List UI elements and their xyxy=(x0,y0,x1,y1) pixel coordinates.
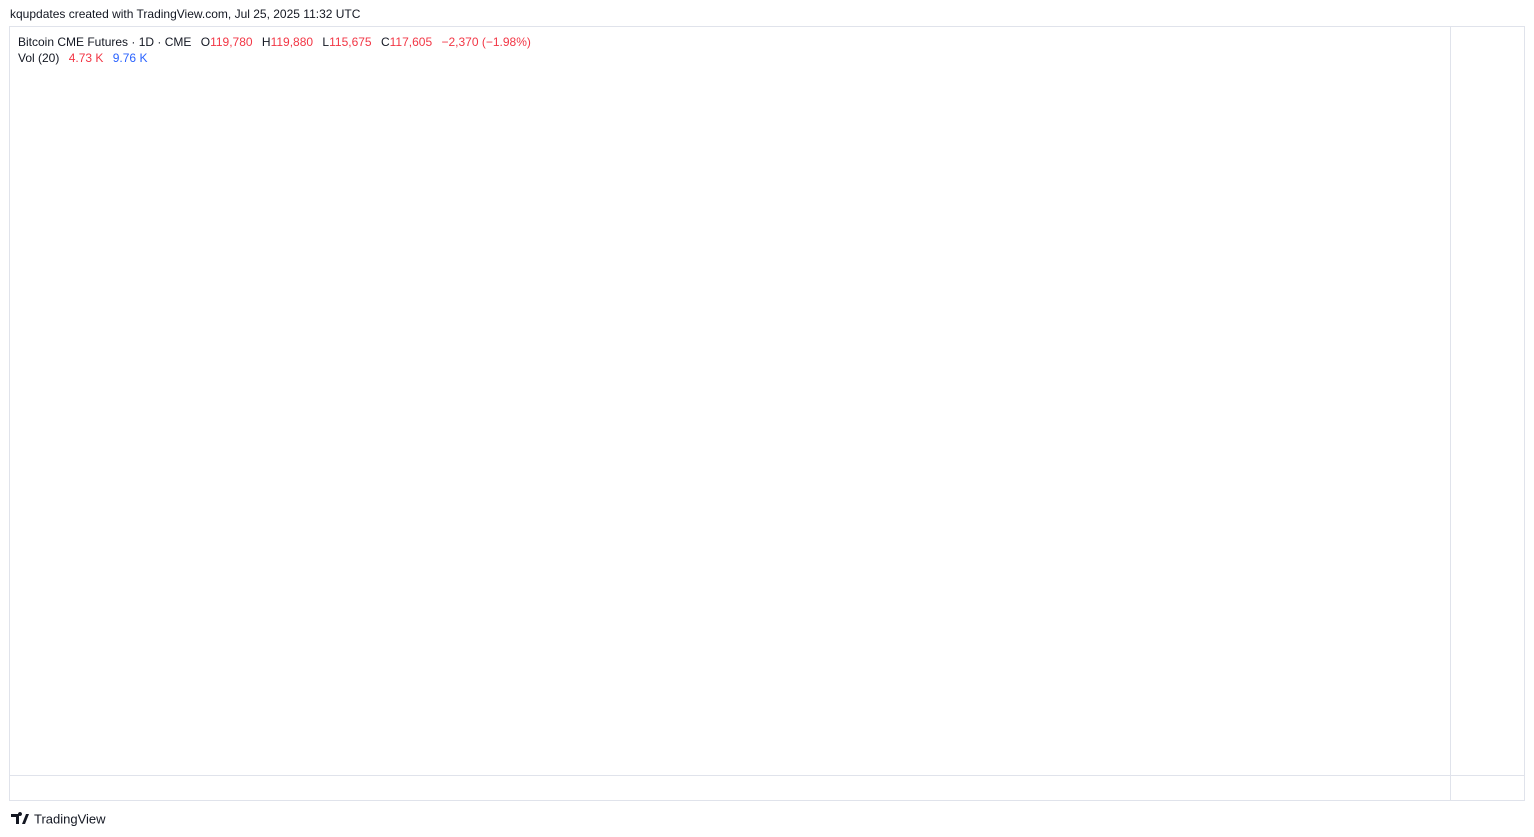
legend-volume: Vol (20) 4.73 K 9.76 K xyxy=(18,51,147,65)
legend-key: O xyxy=(201,35,210,49)
volume-title: Vol (20) xyxy=(18,51,59,65)
footer-text: TradingView xyxy=(34,811,106,826)
footer-logo: TradingView xyxy=(11,811,106,826)
header: kqupdates created with TradingView.com, … xyxy=(10,7,361,21)
legend-ohlc: Bitcoin CME Futures · 1D · CME O119,780 … xyxy=(18,35,531,49)
legend-key: H xyxy=(262,35,271,49)
volume-value: 4.73 K xyxy=(69,51,104,65)
legend-value: 117,605 xyxy=(390,35,433,49)
legend-value: 115,675 xyxy=(329,35,372,49)
legend-key: L xyxy=(322,35,329,49)
legend-change: −2,370 (−1.98%) xyxy=(441,35,530,49)
legend-key: C xyxy=(381,35,390,49)
frame xyxy=(9,26,1525,801)
legend-value: 119,880 xyxy=(271,35,314,49)
logo-icon xyxy=(11,812,29,824)
legend-value: 119,780 xyxy=(210,35,253,49)
volume-ma-value: 9.76 K xyxy=(113,51,148,65)
legend-title: Bitcoin CME Futures · 1D · CME xyxy=(18,35,191,49)
